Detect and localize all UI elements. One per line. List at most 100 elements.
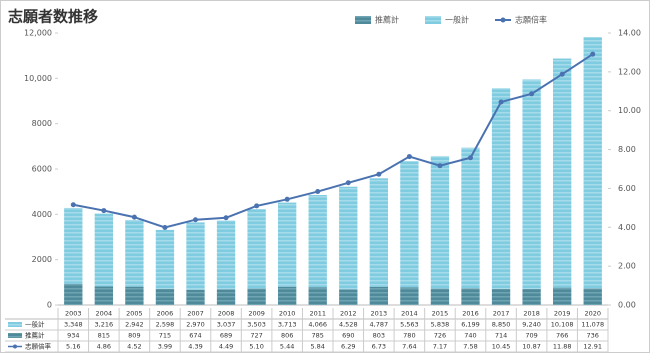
bar — [430, 156, 450, 289]
bar — [308, 287, 327, 305]
table-cell: 3,503 — [247, 321, 266, 329]
x-tick-label: 2012 — [340, 310, 357, 318]
table-cell: 6,199 — [461, 321, 480, 329]
y2-tick-label: 6.00 — [618, 184, 636, 193]
y2-tick-label: 10.00 — [618, 106, 641, 115]
point — [559, 71, 565, 77]
table-cell: 809 — [128, 332, 140, 340]
table-cell: 4,066 — [308, 321, 327, 329]
bar — [278, 202, 297, 287]
table-row-label: 一般計 — [25, 320, 45, 329]
table-cell: 740 — [464, 332, 476, 340]
point — [437, 163, 443, 169]
table-cell: 5.10 — [249, 343, 263, 351]
table-cell: 5.16 — [66, 343, 80, 351]
table-cell: 2,942 — [125, 321, 144, 329]
bar — [369, 286, 388, 305]
point — [498, 99, 504, 105]
bar — [247, 209, 266, 289]
y2-tick-label: 14.00 — [618, 29, 641, 38]
table-cell: 5.44 — [280, 343, 294, 351]
table-cell: 934 — [67, 332, 79, 340]
bar — [64, 207, 83, 284]
table-cell: 11.88 — [553, 343, 572, 351]
table-cell: 727 — [250, 332, 262, 340]
x-tick-label: 2011 — [309, 310, 326, 318]
table-cell: 10.87 — [522, 343, 541, 351]
bar — [125, 286, 144, 305]
bar — [369, 178, 388, 287]
x-tick-label: 2019 — [554, 310, 571, 318]
bar — [583, 37, 602, 289]
table-cell: 3,216 — [95, 321, 114, 329]
x-tick-label: 2014 — [401, 310, 418, 318]
bar — [553, 287, 572, 305]
point — [590, 51, 596, 57]
bar — [247, 288, 266, 305]
bar — [553, 58, 572, 288]
bar — [430, 288, 450, 305]
table-cell: 3,037 — [217, 321, 236, 329]
bar — [583, 288, 602, 305]
y2-tick-label: 2.00 — [618, 262, 636, 271]
point — [162, 224, 168, 230]
legend-label: 志願倍率 — [515, 15, 547, 25]
point — [223, 215, 229, 221]
bar — [461, 288, 480, 305]
bar — [461, 147, 480, 289]
table-cell: 3,713 — [278, 321, 297, 329]
table-cell: 4.86 — [97, 343, 111, 351]
legend-label: 一般計 — [445, 15, 469, 25]
x-tick-label: 2009 — [248, 310, 265, 318]
y2-tick-label: 4.00 — [618, 223, 636, 232]
legend-marker — [13, 344, 17, 349]
table-cell: 6.29 — [341, 343, 355, 351]
point — [70, 202, 76, 208]
table-cell: 726 — [434, 332, 446, 340]
table-cell: 815 — [98, 332, 110, 340]
table-cell: 5,563 — [400, 321, 419, 329]
x-tick-label: 2008 — [218, 310, 235, 318]
chart-title: 志願者数推移 — [8, 8, 98, 26]
y-tick-label: 4000 — [32, 210, 52, 219]
bar — [400, 287, 419, 305]
point — [345, 180, 351, 186]
table-cell: 3,348 — [64, 321, 83, 329]
bar — [491, 288, 511, 305]
point — [406, 154, 412, 160]
y-tick-label: 6000 — [32, 165, 52, 174]
table-cell: 689 — [220, 332, 232, 340]
table-cell: 736 — [587, 332, 599, 340]
point — [254, 203, 260, 209]
point — [284, 196, 290, 202]
table-cell: 806 — [281, 332, 293, 340]
table-cell: 5,838 — [431, 321, 450, 329]
bar — [155, 288, 175, 305]
table-cell: 10,108 — [551, 321, 574, 329]
x-tick-label: 2010 — [279, 310, 296, 318]
table-cell: 690 — [342, 332, 354, 340]
table-cell: 709 — [525, 332, 537, 340]
table-cell: 3.99 — [158, 343, 172, 351]
x-tick-label: 2017 — [493, 310, 510, 318]
bar — [155, 229, 175, 289]
table-cell: 4,787 — [370, 321, 389, 329]
table-cell: 7.64 — [402, 343, 416, 351]
bar — [94, 286, 113, 305]
table-cell: 6.73 — [372, 343, 386, 351]
bar — [400, 161, 419, 288]
table-cell: 4,528 — [339, 321, 358, 329]
table-cell: 7.17 — [433, 343, 447, 351]
bar — [125, 219, 144, 287]
bar — [94, 213, 113, 287]
x-tick-label: 2006 — [157, 310, 174, 318]
table-cell: 4.39 — [188, 343, 202, 351]
x-tick-label: 2007 — [187, 310, 204, 318]
bar — [339, 186, 358, 290]
y-tick-label: 0 — [47, 301, 52, 310]
bar — [216, 289, 236, 305]
table-cell: 803 — [373, 332, 385, 340]
table-cell: 12.91 — [583, 343, 602, 351]
table-cell: 11,078 — [581, 321, 604, 329]
bar — [339, 289, 358, 305]
